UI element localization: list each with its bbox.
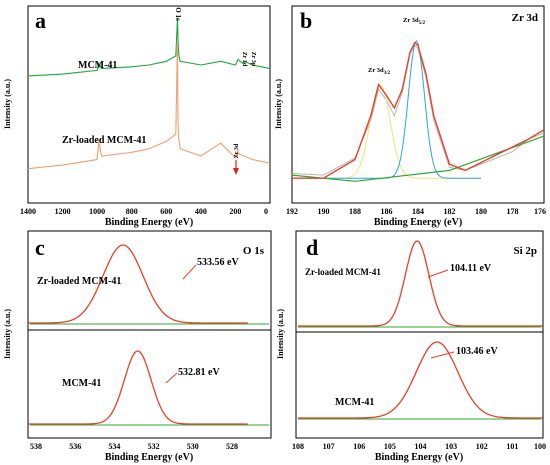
panel-d-frame: [295, 230, 544, 439]
panel-d-xtick: 102: [476, 442, 488, 451]
panel-b-xtick: 190: [318, 207, 330, 216]
panel-a-xtick: 400: [195, 207, 207, 216]
label-zr-loaded-mcm41: Zr-loaded MCM-41: [62, 135, 146, 146]
panel-a-xtick: 1000: [89, 207, 105, 216]
panel-c-xtick: 534: [108, 442, 120, 451]
panel-b-xlabel: Binding Energy (eV): [374, 217, 462, 228]
panel-a-xtick: 1200: [55, 207, 71, 216]
panel-b-letter: b: [300, 8, 312, 33]
panel-b-xtick: 178: [507, 207, 519, 216]
panel-b-xtick: 184: [412, 207, 424, 216]
panel-d-xticks: 108 107 106 105 104 103 102 101 100: [292, 442, 546, 451]
panel-d-xlabel: Binding Energy (eV): [375, 452, 463, 463]
panel-b-xtick: 182: [444, 207, 456, 216]
pointer-104-11: [427, 269, 449, 278]
panel-d-xtick: 107: [323, 442, 335, 451]
label-o1s: O 1s: [174, 7, 182, 21]
panel-a-xtick: 1400: [20, 207, 36, 216]
panel-d-ylabel: Intensity (a.u.): [276, 309, 285, 359]
label-zr3d32: Zr 3d3/2: [368, 67, 390, 76]
panel-d-xtick: 108: [292, 442, 304, 451]
panel-c-xtick: 532: [148, 442, 160, 451]
panel-a-xlabel: Binding Energy (eV): [105, 217, 193, 228]
label-mcm41: MCM-41: [78, 60, 117, 71]
label-d-zr-loaded-mcm41: Zr-loaded MCM-41: [305, 267, 381, 277]
series-zr-mcm41-survey: [27, 41, 271, 170]
panel-a-letter: a: [35, 8, 46, 33]
panel-b-xticks: 192 190 188 186 184 182 180 178 176: [286, 207, 546, 216]
panel-d-letter: d: [306, 235, 318, 260]
panel-c-xtick: 530: [187, 442, 199, 451]
panel-b: b Zr 3d Intensity (a.u.) Binding Energy …: [274, 5, 546, 228]
pointer-103-46: [430, 351, 455, 359]
panel-a-ylabel: Intensity (a.u.): [3, 79, 12, 129]
series-mcm41-survey: [27, 17, 271, 77]
series-o1s-zr-mcm41: [28, 244, 248, 324]
panel-a-xtick: 0: [264, 207, 268, 216]
series-zr3d52-component: [323, 39, 481, 179]
panel-c-xlabel: Binding Energy (eV): [105, 452, 193, 463]
panel-c-xticks: 538 536 534 532 530 528: [30, 442, 238, 451]
label-532-81-ev: 532.81 eV: [178, 367, 220, 378]
label-d-mcm41: MCM-41: [335, 397, 374, 408]
panel-b-xtick: 180: [475, 207, 487, 216]
label-zr3d-mcm: Zr 3d: [241, 52, 247, 67]
label-zr3d-zr: Zr 3d: [234, 143, 240, 158]
panel-c: c O 1s Intensity (a.u.) Binding Energy (…: [3, 230, 272, 463]
panel-b-frame: [291, 5, 545, 204]
series-o1s-mcm41: [28, 350, 248, 425]
panel-c-xtick: 536: [69, 442, 81, 451]
panel-d-xtick: 104: [415, 442, 427, 451]
panel-d-xtick: 103: [445, 442, 457, 451]
panel-d: d Si 2p Intensity (a.u.) Binding Energy …: [276, 230, 546, 463]
label-zr3p-mcm: Zr 3p: [250, 52, 256, 67]
label-c-zr-loaded-mcm41: Zr-loaded MCM-41: [37, 276, 121, 287]
panel-a-xtick: 800: [126, 207, 138, 216]
panel-a-frame: [27, 5, 271, 204]
series-zr3d-fit: [292, 41, 545, 179]
panel-d-title: Si 2p: [513, 245, 537, 257]
zr3d-arrow-head: [233, 168, 239, 175]
label-103-46-ev: 103.46 eV: [456, 346, 498, 357]
panel-c-frame: [27, 230, 272, 439]
panel-a-xtick: 200: [229, 207, 241, 216]
panel-d-xtick: 100: [534, 442, 546, 451]
label-533-56-ev: 533.56 eV: [197, 257, 239, 268]
panel-b-xtick: 176: [534, 207, 546, 216]
panel-b-title: Zr 3d: [512, 12, 538, 24]
panel-b-ylabel: Intensity (a.u.): [274, 79, 283, 129]
panel-a-xtick: 600: [160, 207, 172, 216]
label-zr3d52: Zr 3d5/2: [403, 17, 425, 26]
series-zr3d-raw: [291, 44, 545, 176]
panel-d-xtick: 106: [353, 442, 365, 451]
panel-a: a Intensity (a.u.) Binding Energy (eV) 1…: [3, 5, 271, 228]
label-104-11-ev: 104.11 eV: [450, 263, 492, 274]
panel-c-xtick: 538: [30, 442, 42, 451]
panel-d-xtick: 105: [384, 442, 396, 451]
panel-d-xtick: 101: [506, 442, 518, 451]
pointer-533-56: [182, 264, 197, 280]
panel-c-ylabel: Intensity (a.u.): [3, 309, 12, 359]
series-si2p-zr-mcm41: [298, 240, 543, 327]
label-c-mcm41: MCM-41: [62, 378, 101, 389]
panel-c-letter: c: [35, 235, 45, 260]
panel-b-xtick: 192: [286, 207, 298, 216]
panel-b-xtick: 186: [381, 207, 393, 216]
panel-c-xtick: 528: [226, 442, 238, 451]
panel-b-xtick: 188: [349, 207, 361, 216]
panel-c-title: O 1s: [243, 245, 265, 257]
pointer-532-81: [165, 372, 178, 384]
panel-a-xticks: 1400 1200 1000 800 600 400 200 0: [20, 207, 268, 216]
series-si2p-mcm41: [298, 341, 543, 419]
